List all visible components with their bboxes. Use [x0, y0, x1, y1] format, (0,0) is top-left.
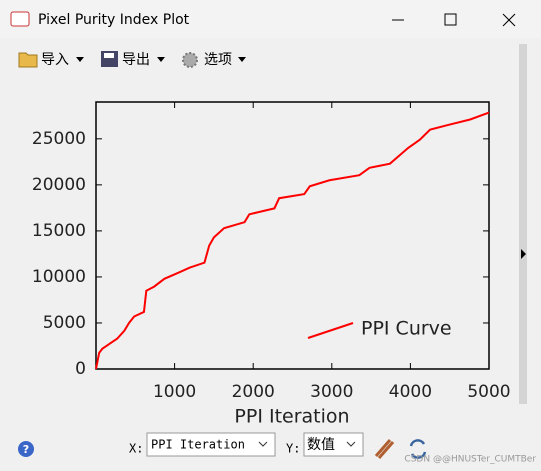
app-icon	[10, 11, 30, 27]
dropdown-arrow	[238, 57, 246, 62]
dropdown-arrow	[157, 57, 165, 62]
y-tick-label: 5000	[43, 313, 86, 333]
y-tick-label: 15000	[32, 221, 86, 241]
plot: 0 5000 10000 15000 20000 25000 1000 2000 3000 400…	[32, 101, 511, 402]
y-tick-label: 25000	[32, 129, 86, 149]
import-icon	[18, 52, 38, 68]
toolbar: 导入 导出 选项	[18, 51, 246, 68]
x-tick-label: 3000	[310, 382, 353, 402]
help-button[interactable]	[18, 441, 34, 457]
x-control-label: X:	[129, 442, 143, 456]
side-arrow[interactable]	[521, 249, 526, 259]
x-tick-label: 1000	[153, 382, 196, 402]
select-arrow	[258, 441, 268, 447]
y-control-label: Y:	[286, 442, 300, 456]
export-icon-part	[104, 53, 114, 58]
maximize-button[interactable]	[444, 13, 457, 26]
select-arrow	[346, 441, 356, 447]
x-select-value: PPI Iteration	[151, 438, 245, 452]
y-tick-label: 0	[75, 359, 86, 379]
watermark: CSDN @@HNUSTer_CUMTBer	[404, 455, 536, 465]
pencil-button[interactable]	[374, 439, 395, 459]
plot-frame	[95, 101, 490, 370]
x-tick-label: 5000	[467, 382, 510, 402]
toolbar-button[interactable]: 导出	[122, 52, 150, 68]
toolbar-button[interactable]: 选项	[204, 52, 232, 68]
toolbar-button[interactable]: 导入	[41, 52, 69, 68]
legend-swatch	[307, 322, 354, 339]
y-select[interactable]	[303, 432, 364, 457]
x-axis-label: PPI Iteration	[234, 406, 349, 428]
x-tick-label: 2000	[232, 382, 275, 402]
y-select-value: 数值	[307, 437, 335, 453]
title-bar	[0, 0, 541, 38]
x-tick-label: 4000	[389, 382, 432, 402]
scrollbar[interactable]	[519, 44, 527, 404]
y-tick-label: 20000	[32, 175, 86, 195]
help-icon: ?	[23, 443, 29, 456]
legend-label: PPI Curve	[361, 318, 452, 340]
y-tick-label: 10000	[32, 267, 86, 287]
close-button[interactable]	[502, 13, 516, 27]
x-select[interactable]	[146, 432, 276, 457]
refresh-button[interactable]	[409, 439, 427, 459]
dropdown-arrow	[76, 57, 84, 62]
ppi-curve	[95, 111, 490, 370]
options-icon	[182, 52, 198, 68]
window-title: Pixel Purity Index Plot	[38, 12, 190, 28]
